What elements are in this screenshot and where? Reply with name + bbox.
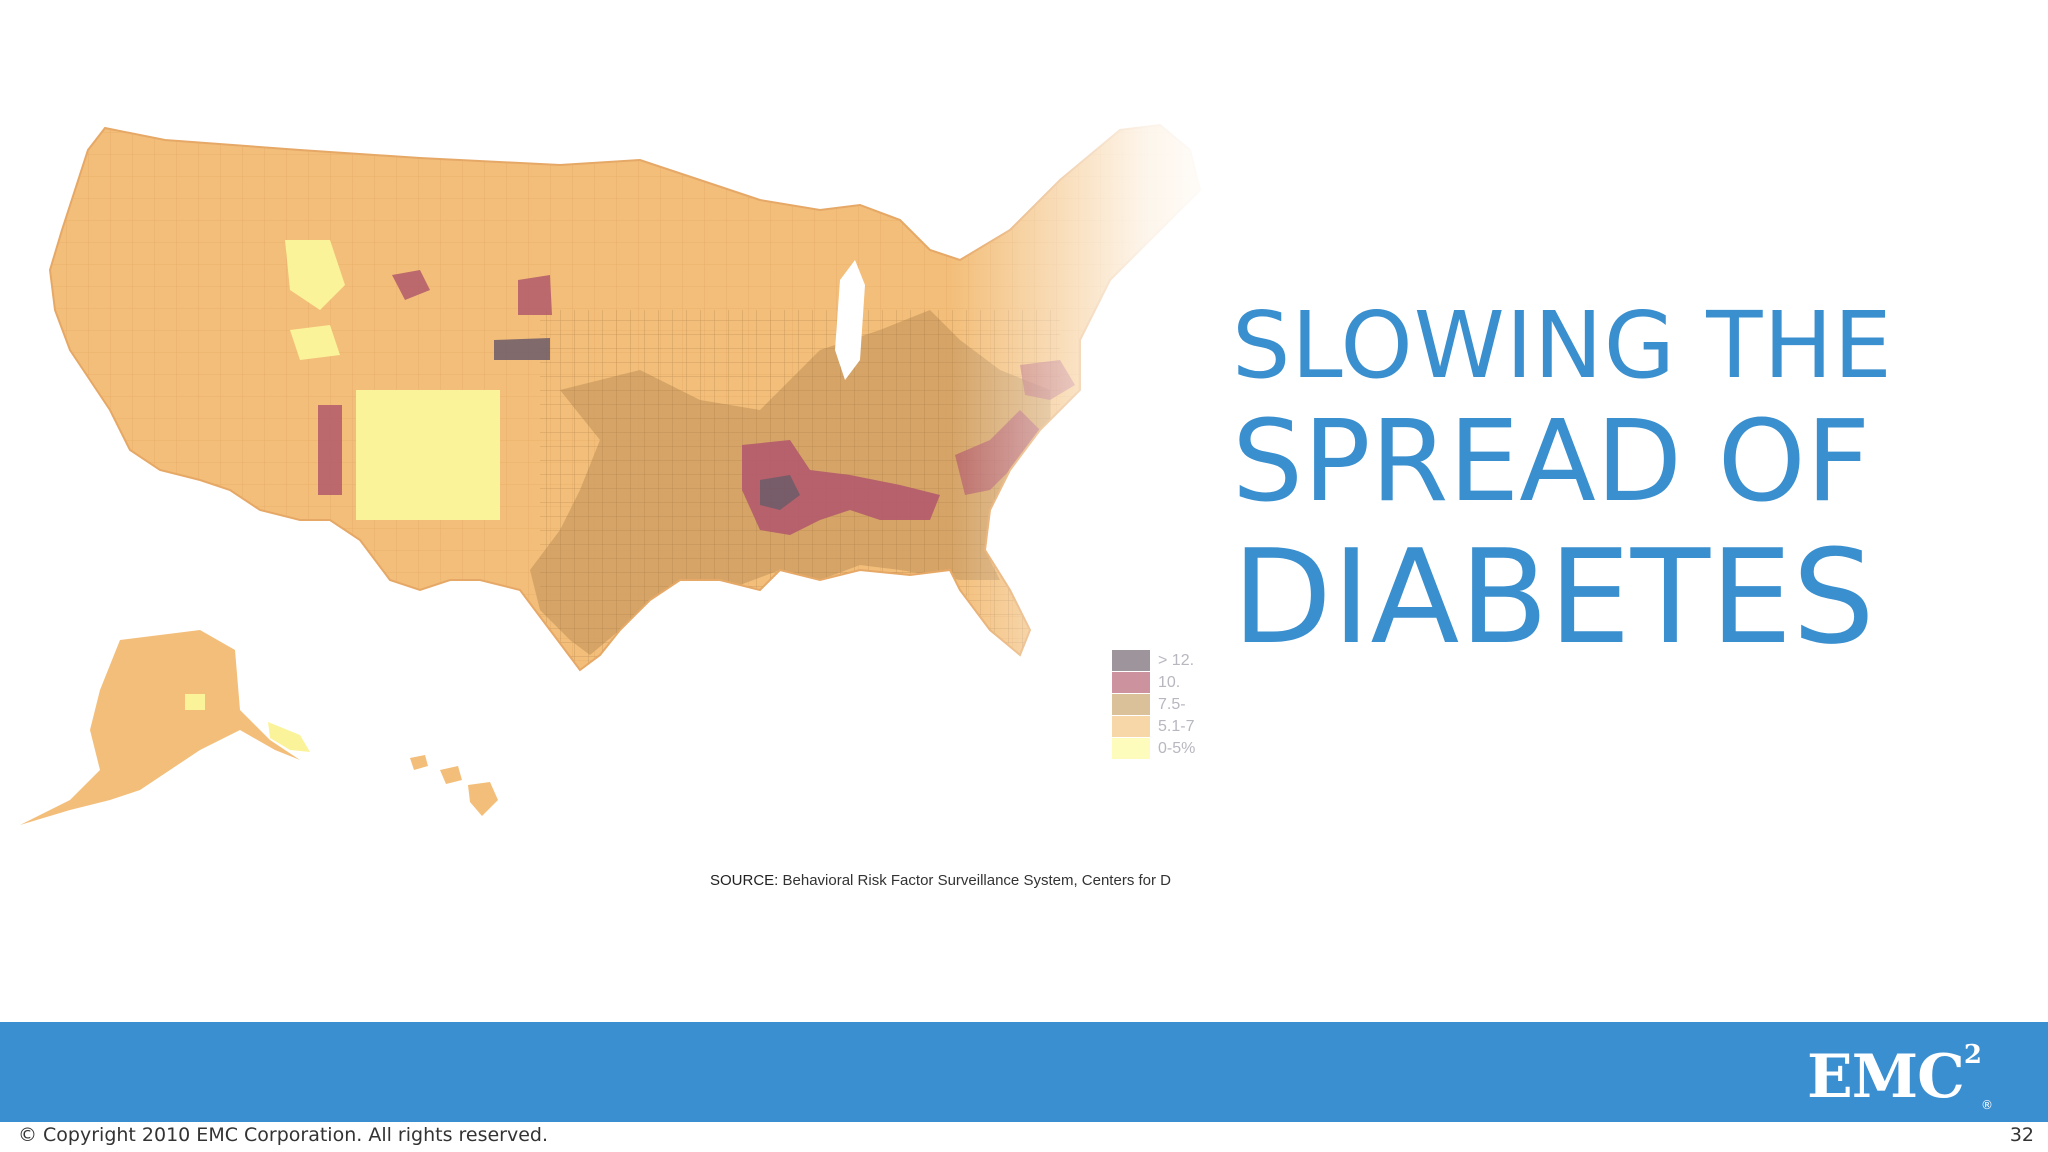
alaska-region [20,630,300,825]
legend-swatch [1112,672,1150,693]
footer-bar: EMC2® [0,1022,2048,1122]
title-line-3: DIABETES [1232,521,1875,673]
page-number: 32 [2009,1124,2034,1146]
low-rate-region-montana [285,240,345,310]
low-rate-region-colorado [356,390,500,520]
legend-label: > 12. [1158,651,1195,669]
high-rate-region-dakotas [518,275,552,315]
legend-item: > 12. [1112,650,1222,671]
legend-label: 5.1-7 [1158,717,1195,735]
map-legend: > 12. 10. 7.5- 5.1-7 0-5% [1112,650,1222,760]
alaska [20,630,310,825]
legend-item: 7.5- [1112,694,1222,715]
legend-item: 0-5% [1112,738,1222,759]
legend-swatch [1112,738,1150,759]
high-rate-region-montana [392,270,430,300]
legend-swatch [1112,716,1150,737]
legend-swatch [1112,694,1150,715]
alaska-low-rate-patch-2 [268,722,310,752]
slide-title: SLOWING THE SPREAD OF DIABETES [1232,292,1893,673]
source-text: Behavioral Risk Factor Surveillance Syst… [782,872,1171,889]
emc-logo: EMC2® [1807,1040,1993,1112]
source-note: SOURCE: Behavioral Risk Factor Surveilla… [710,872,1171,889]
low-rate-region-idaho [290,325,340,360]
highest-rate-region-dakotas [494,338,550,360]
legend-label: 10. [1158,673,1181,691]
title-line-2: SPREAD OF [1232,397,1871,527]
lake-michigan [835,260,865,380]
legend-item: 5.1-7 [1112,716,1222,737]
source-label: SOURCE: [710,872,779,889]
legend-label: 7.5- [1158,695,1186,713]
legend-item: 10. [1112,672,1222,693]
title-line-1: SLOWING THE [1232,292,1893,399]
hawaii [410,755,498,816]
alaska-low-rate-patch [185,694,205,710]
high-rate-region-new-mexico [318,405,342,495]
high-rate-region-mississippi-alabama [742,440,940,535]
legend-label: 0-5% [1158,739,1196,757]
contiguous-us [49,124,1201,671]
diabetes-county-map [0,110,1230,910]
us-map-svg [20,124,1201,825]
highest-rate-patch [760,475,800,510]
legend-swatch [1112,650,1150,671]
copyright-text: © Copyright 2010 EMC Corporation. All ri… [18,1124,549,1146]
